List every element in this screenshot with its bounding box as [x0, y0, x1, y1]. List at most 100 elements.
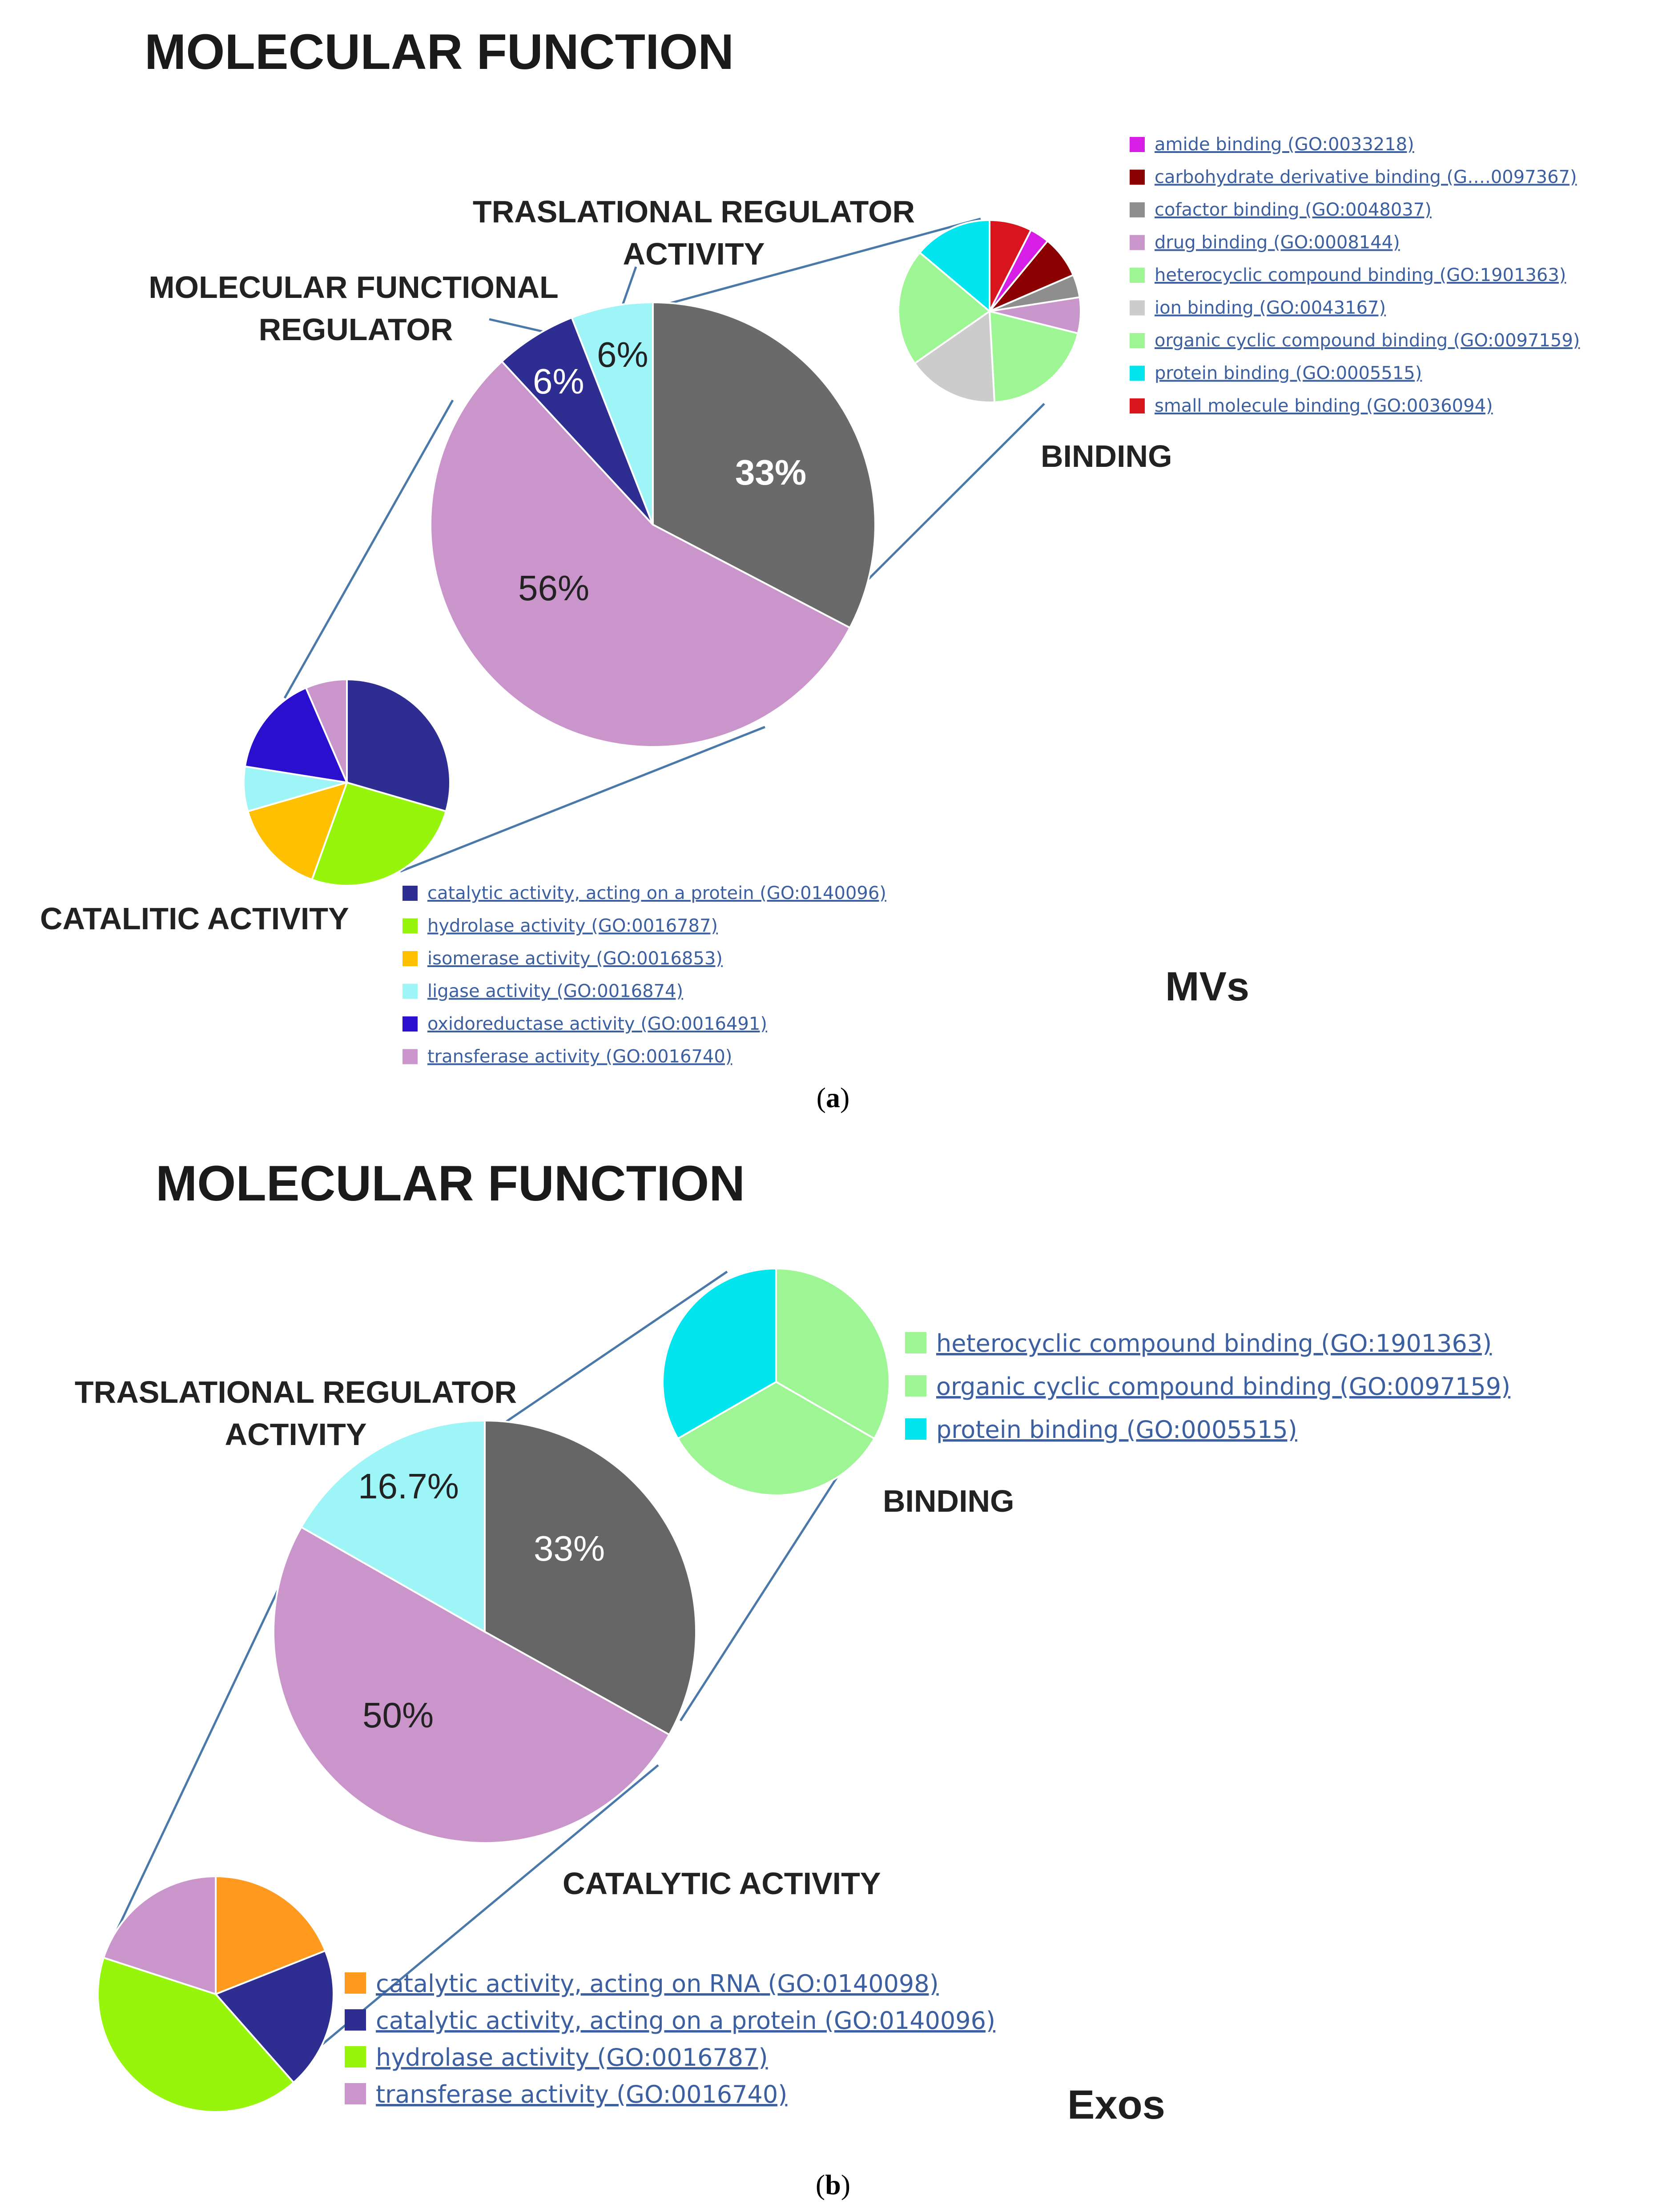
panel-a-catalytic-legend-swatch-2	[402, 951, 418, 966]
panel-b-pct-traslational: 16.7%	[358, 1466, 459, 1506]
panel-b-binding-legend: heterocyclic compound binding (GO:190136…	[905, 1329, 1510, 1444]
panel-b-title: MOLECULAR FUNCTION	[156, 1156, 745, 1211]
panel-a: MOLECULAR FUNCTION 33% 56% 6% 6% TRASLAT…	[40, 24, 1580, 1113]
panel-a-binding-pie-slice-5	[988, 310, 1079, 403]
panel-b-catalytic-legend-swatch-3	[345, 2083, 366, 2104]
panel-a-catalytic-legend-swatch-0	[402, 886, 418, 901]
panel-b-caption: (b)	[816, 2169, 850, 2200]
panel-a-binding-legend-swatch-3	[1130, 235, 1145, 250]
panel-b-caption-letter: b	[825, 2169, 841, 2200]
panel-b-catalytic-label: CATALYTIC ACTIVITY	[563, 1866, 881, 1901]
panel-b-catalytic-pie-slice-2	[97, 1956, 295, 2113]
panel-a-pct-regulator: 6%	[533, 361, 584, 401]
panel-a-binding-legend-link-0[interactable]: amide binding (GO:0033218)	[1155, 134, 1414, 155]
panel-a-catalytic-pie-slice-0	[346, 678, 451, 813]
panel-a-binding-legend-link-7[interactable]: protein binding (GO:0005515)	[1155, 363, 1422, 384]
panel-a-binding-pie-slice-7	[897, 251, 991, 365]
panel-a-main-pie-slice-2	[500, 316, 654, 526]
panel-a-catalytic-legend-link-0[interactable]: catalytic activity, acting on a protein …	[427, 883, 886, 903]
panel-a-binding-legend-link-6[interactable]: organic cyclic compound binding (GO:0097…	[1155, 330, 1580, 351]
panel-a-binding-legend-link-4[interactable]: heterocyclic compound binding (GO:190136…	[1155, 265, 1566, 285]
panel-a-binding-legend-swatch-4	[1130, 268, 1145, 283]
panel-a-catalytic-connector-top	[283, 399, 454, 699]
panel-a-binding-legend-swatch-2	[1130, 202, 1145, 217]
panel-b-binding-legend-link-0[interactable]: heterocyclic compound binding (GO:190136…	[936, 1329, 1492, 1357]
panel-b-catalytic-legend-link-3[interactable]: transferase activity (GO:0016740)	[376, 2080, 787, 2108]
panel-b-traslational-label-2: ACTIVITY	[225, 1417, 367, 1452]
panel-a-traslational-label-1: TRASLATIONAL REGULATOR	[473, 194, 915, 229]
panel-b-catalytic-legend: catalytic activity, acting on RNA (GO:01…	[345, 1970, 995, 2108]
panel-a-catalytic-legend-link-3[interactable]: ligase activity (GO:0016874)	[427, 981, 683, 1002]
panel-b-binding-label: BINDING	[883, 1484, 1014, 1518]
panel-a-binding-label: BINDING	[1041, 439, 1172, 474]
panel-a-main-pie	[430, 301, 876, 748]
panel-a-pct-catalitic: 56%	[518, 568, 589, 608]
panel-b-binding-pie-slice-0	[775, 1267, 890, 1440]
panel-b-binding-legend-link-2[interactable]: protein binding (GO:0005515)	[936, 1416, 1297, 1444]
panel-a-regulator-label-2: REGULATOR	[259, 312, 453, 347]
panel-b-catalytic-legend-swatch-2	[345, 2046, 366, 2067]
panel-b-pct-binding: 33%	[534, 1529, 605, 1568]
panel-a-catalytic-legend-swatch-3	[402, 984, 418, 999]
panel-a-catalytic-pie-slice-5	[305, 678, 348, 783]
panel-a-catalytic-legend-swatch-1	[402, 918, 418, 934]
panel-a-binding-legend-link-3[interactable]: drug binding (GO:0008144)	[1155, 233, 1400, 253]
panel-b-main-pie-slice-2	[300, 1419, 486, 1634]
panel-b-catalytic-legend-link-2[interactable]: hydrolase activity (GO:0016787)	[376, 2043, 768, 2071]
panel-a-binding-legend-link-1[interactable]: carbohydrate derivative binding (G….0097…	[1155, 167, 1577, 188]
panel-a-binding-pie-slice-6	[913, 309, 996, 403]
panel-a-main-pie-slice-1	[430, 360, 851, 748]
panel-b-subtitle: Exos	[1067, 2082, 1165, 2128]
panel-a-catalytic-legend-link-5[interactable]: transferase activity (GO:0016740)	[427, 1047, 732, 1067]
panel-a-binding-legend-link-5[interactable]: ion binding (GO:0043167)	[1155, 298, 1386, 318]
panel-a-pct-binding: 33%	[735, 453, 806, 492]
panel-a-traslational-label-2: ACTIVITY	[623, 237, 765, 271]
panel-a-catalytic-pie-slice-4	[244, 686, 349, 784]
panel-b-traslational-label-1: TRASLATIONAL REGULATOR	[75, 1375, 517, 1409]
panel-a-binding-legend-swatch-0	[1130, 137, 1145, 152]
panel-b-binding-legend-swatch-1	[905, 1375, 926, 1397]
panel-b-main-pie-slice-1	[273, 1526, 671, 1844]
panel-a-catalytic-legend-link-1[interactable]: hydrolase activity (GO:0016787)	[427, 916, 718, 936]
panel-a-subtitle: MVs	[1165, 964, 1249, 1009]
panel-a-caption-letter: a	[826, 1082, 840, 1113]
panel-a-binding-legend-link-2[interactable]: cofactor binding (GO:0048037)	[1155, 200, 1432, 220]
panel-b-binding-legend-swatch-2	[905, 1418, 926, 1440]
panel-b-binding-connector-bottom	[679, 1440, 862, 1722]
panel-a-binding-connector-top	[640, 217, 981, 313]
panel-a-catalytic-pie-slice-2	[246, 781, 349, 881]
panel-b: MOLECULAR FUNCTION 33% 50% 16.7% TRASLAT…	[75, 1156, 1510, 2200]
panel-b-catalytic-legend-link-1[interactable]: catalytic activity, acting on a protein …	[376, 2007, 995, 2035]
panel-a-binding-legend-swatch-1	[1130, 169, 1145, 185]
panel-b-catalytic-pie-slice-3	[102, 1875, 217, 1995]
panel-a-regulator-leader	[489, 318, 552, 335]
panel-b-main-pie	[273, 1419, 697, 1844]
panel-a-catalytic-legend-link-2[interactable]: isomerase activity (GO:0016853)	[427, 948, 723, 969]
panel-b-binding-pie-slice-1	[676, 1381, 876, 1496]
panel-a-binding-pie-slice-8	[918, 219, 990, 313]
panel-a-catalytic-connector-bottom	[400, 726, 765, 873]
panel-b-binding-connector-top	[484, 1270, 728, 1437]
panel-b-main-pie-slice-0	[484, 1419, 697, 1736]
panel-b-binding-pie	[662, 1267, 890, 1496]
panel-a-regulator-label-1: MOLECULAR FUNCTIONAL	[149, 270, 559, 305]
panel-a-catalytic-legend-link-4[interactable]: oxidoreductase activity (GO:0016491)	[427, 1014, 767, 1034]
panel-a-binding-legend-swatch-6	[1130, 333, 1145, 348]
panel-a-catalytic-legend-swatch-4	[402, 1016, 418, 1032]
panel-a-main-pie-slice-0	[652, 301, 876, 629]
panel-a-binding-legend-link-8[interactable]: small molecule binding (GO:0036094)	[1155, 396, 1493, 416]
panel-a-binding-legend-swatch-5	[1130, 300, 1145, 316]
panel-b-catalytic-pie-slice-0	[215, 1875, 326, 1995]
panel-b-catalytic-legend-link-0[interactable]: catalytic activity, acting on RNA (GO:01…	[376, 1970, 939, 1998]
panel-b-pct-catalytic: 50%	[362, 1695, 434, 1735]
panel-b-catalytic-legend-swatch-0	[345, 1972, 366, 1994]
panel-a-binding-legend: amide binding (GO:0033218) carbohydrate d…	[1130, 134, 1580, 416]
panel-b-binding-legend-swatch-0	[905, 1332, 926, 1353]
panel-b-catalytic-pie-slice-1	[214, 1949, 334, 2084]
panel-b-binding-legend-link-1[interactable]: organic cyclic compound binding (GO:0097…	[936, 1373, 1510, 1401]
panel-a-main-pie-slice-3	[571, 301, 654, 525]
panel-a-caption: (a)	[817, 1082, 850, 1113]
panel-b-catalytic-legend-swatch-1	[345, 2009, 366, 2031]
panel-b-catalytic-pie	[97, 1875, 334, 2113]
panel-a-catalytic-legend: catalytic activity, acting on a protein …	[402, 883, 886, 1067]
